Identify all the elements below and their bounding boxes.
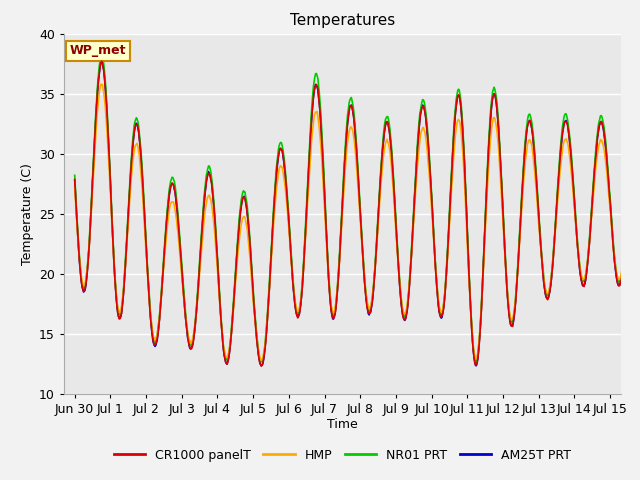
Legend: CR1000 panelT, HMP, NR01 PRT, AM25T PRT: CR1000 panelT, HMP, NR01 PRT, AM25T PRT: [109, 444, 576, 467]
Y-axis label: Temperature (C): Temperature (C): [20, 163, 33, 264]
Title: Temperatures: Temperatures: [290, 13, 395, 28]
Text: WP_met: WP_met: [70, 44, 126, 58]
X-axis label: Time: Time: [327, 419, 358, 432]
